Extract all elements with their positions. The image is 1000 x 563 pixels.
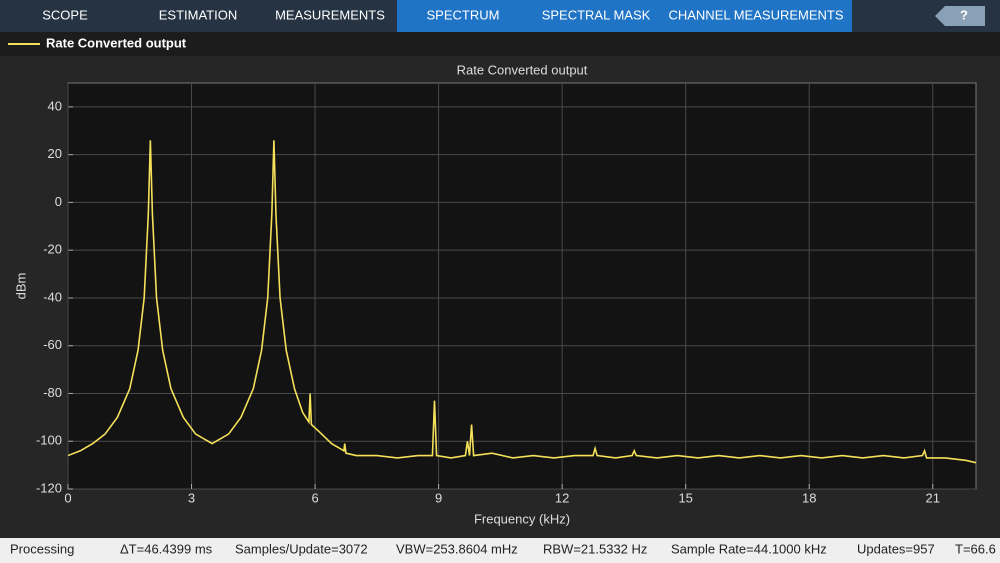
tab[interactable]: SPECTRUM xyxy=(427,7,500,22)
status-item: Samples/Update=3072 xyxy=(235,541,368,556)
status-item: ΔT=46.4399 ms xyxy=(120,541,213,556)
status-item: Updates=957 xyxy=(857,541,935,556)
y-tick-label: -100 xyxy=(36,433,62,448)
tab[interactable]: CHANNEL MEASUREMENTS xyxy=(668,7,843,22)
y-tick-label: 0 xyxy=(55,194,62,209)
toolbar-active-group xyxy=(397,0,852,32)
tab[interactable]: SPECTRAL MASK xyxy=(542,7,651,22)
y-tick-label: -40 xyxy=(43,289,62,304)
x-tick-label: 15 xyxy=(678,490,692,505)
x-tick-label: 21 xyxy=(926,490,940,505)
x-tick-label: 9 xyxy=(435,490,442,505)
tab[interactable]: ESTIMATION xyxy=(159,7,237,22)
status-item: T=66.6 xyxy=(955,541,996,556)
plot-clip xyxy=(68,140,976,464)
status-bar xyxy=(0,538,1000,563)
status-item: Processing xyxy=(10,541,74,556)
plot-area xyxy=(67,82,977,490)
tab[interactable]: MEASUREMENTS xyxy=(275,7,385,22)
help-button[interactable]: ? xyxy=(960,7,968,22)
y-tick-label: -120 xyxy=(36,480,62,495)
spectrum-line xyxy=(68,140,976,464)
help-button-bg xyxy=(935,6,985,26)
x-tick-label: 6 xyxy=(311,490,318,505)
tab[interactable]: SCOPE xyxy=(42,7,88,22)
x-tick-label: 18 xyxy=(802,490,816,505)
x-axis-label: Frequency (kHz) xyxy=(474,511,570,526)
x-tick-label: 0 xyxy=(64,490,71,505)
chart-title: Rate Converted output xyxy=(457,62,588,77)
status-item: VBW=253.8604 mHz xyxy=(396,541,518,556)
y-tick-label: -20 xyxy=(43,242,62,257)
status-item: RBW=21.5332 Hz xyxy=(543,541,647,556)
status-item: Sample Rate=44.1000 kHz xyxy=(671,541,827,556)
legend-label: Rate Converted output xyxy=(46,35,187,50)
y-tick-label: -80 xyxy=(43,385,62,400)
legend-bar xyxy=(0,32,1000,56)
y-tick-label: 40 xyxy=(48,98,62,113)
x-tick-label: 12 xyxy=(555,490,569,505)
y-tick-label: 20 xyxy=(48,146,62,161)
x-tick-label: 3 xyxy=(188,490,195,505)
y-tick-label: -60 xyxy=(43,337,62,352)
y-axis-label: dBm xyxy=(13,273,28,300)
